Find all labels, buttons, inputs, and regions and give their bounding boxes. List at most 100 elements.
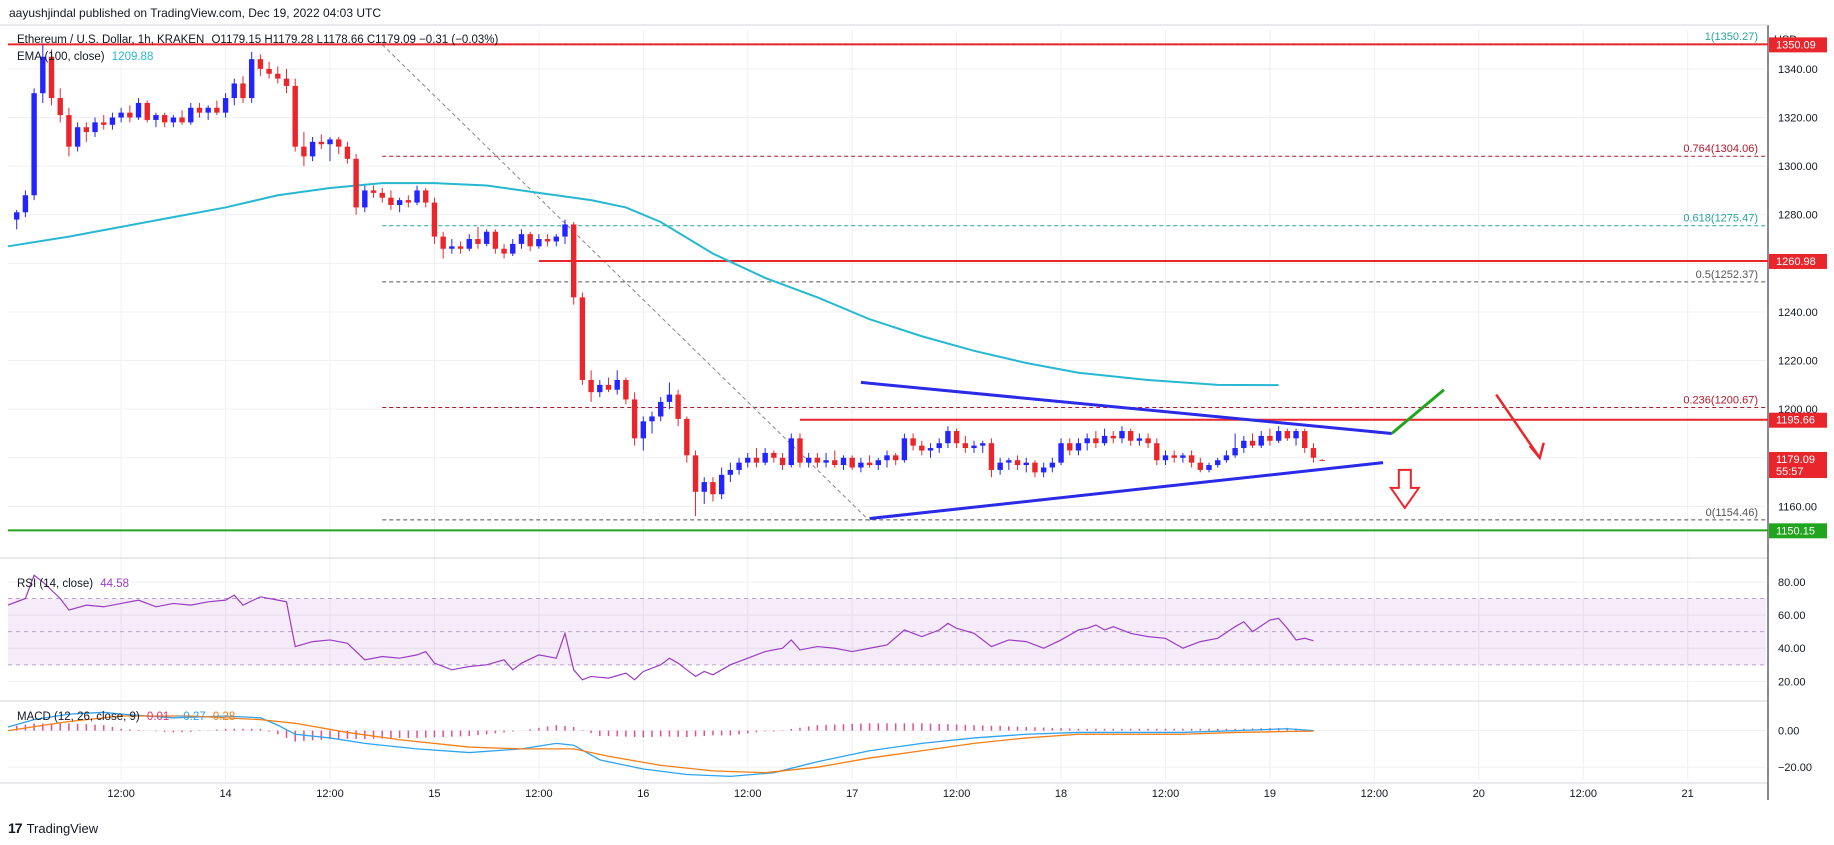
candle-body xyxy=(353,158,359,208)
candle-body xyxy=(893,455,899,461)
candle-body xyxy=(1040,467,1047,473)
candle-body xyxy=(1275,431,1282,441)
rsi-tick-label: 40.00 xyxy=(1778,643,1806,655)
rsi-tick-label: 60.00 xyxy=(1778,610,1806,622)
tradingview-logo-icon: 17 xyxy=(8,820,23,836)
candle-body xyxy=(1293,431,1299,439)
candle-body xyxy=(597,384,603,393)
candle-body xyxy=(736,462,742,470)
candle-body xyxy=(997,462,1003,470)
candle-body xyxy=(753,457,760,463)
macd-label: MACD (12, 26, close, 9) xyxy=(17,711,140,723)
candle-body xyxy=(1180,455,1186,458)
fib-level-label: 0(1154.46) xyxy=(1706,507,1758,519)
candle-body xyxy=(536,239,542,247)
candle-body xyxy=(788,438,794,466)
candle-body xyxy=(927,448,934,451)
red-down-arrowhead xyxy=(1528,442,1545,461)
candle-body xyxy=(1206,465,1212,470)
candle-body xyxy=(1067,443,1073,451)
signal-value: −0.27 xyxy=(176,711,206,723)
main-legend: Ethereum / U.S. Dollar, 1h, KRAKEN O1179… xyxy=(17,34,498,46)
time-tick-label: 18 xyxy=(1055,788,1067,800)
candle-body xyxy=(570,224,577,298)
candle-body xyxy=(266,68,272,74)
candle-body xyxy=(1049,462,1056,468)
candle-body xyxy=(327,139,333,145)
footer-brand: TradingView xyxy=(26,820,99,836)
price-tick-label: 1220.00 xyxy=(1778,356,1818,368)
candle-body xyxy=(1215,460,1221,466)
candle-body xyxy=(1223,455,1230,461)
candle-body xyxy=(640,421,647,439)
fib-level-label: 0.618(1275.47) xyxy=(1683,213,1758,225)
candle-body xyxy=(1014,460,1021,466)
candle-body xyxy=(22,195,29,213)
candle-body xyxy=(109,117,116,125)
candle-body xyxy=(405,200,412,203)
time-tick-label: 19 xyxy=(1264,788,1276,800)
candle-body xyxy=(1162,455,1169,461)
price-label-box xyxy=(1769,253,1827,269)
candle-body xyxy=(544,239,551,242)
candle-body xyxy=(101,122,107,125)
price-tick-label: 1160.00 xyxy=(1778,501,1817,513)
candle-body xyxy=(431,202,438,237)
time-tick-label: 21 xyxy=(1682,788,1694,800)
candle-body xyxy=(1154,443,1160,461)
candle-body xyxy=(1101,435,1108,444)
rsi-value: 44.58 xyxy=(100,578,130,590)
candle-body xyxy=(649,416,655,422)
candle-body xyxy=(631,399,638,439)
candle-body xyxy=(292,85,298,147)
candle-body xyxy=(1006,460,1012,463)
candle-body xyxy=(466,239,472,249)
time-tick-label: 12:00 xyxy=(1152,788,1180,800)
candle-body xyxy=(675,394,681,419)
ema-label: EMA (100, close) xyxy=(17,51,105,63)
fib-level-label: 1(1350.27) xyxy=(1705,31,1758,43)
candle-body xyxy=(31,93,37,196)
triangle-trendline xyxy=(860,380,1392,435)
time-tick-label: 12:00 xyxy=(1569,788,1597,800)
candles xyxy=(14,44,1325,517)
candle-body xyxy=(1267,435,1273,441)
candle-body xyxy=(388,197,394,205)
price-label-text: 1260.98 xyxy=(1776,256,1816,268)
candle-body xyxy=(501,248,507,254)
candle-body xyxy=(823,460,829,463)
fib-diagonal xyxy=(381,44,870,522)
price-tick-label: 1240.00 xyxy=(1778,307,1818,319)
rsi-pane xyxy=(7,574,1766,681)
candle-body xyxy=(884,455,890,461)
candle-body xyxy=(666,394,673,402)
candle-body xyxy=(1258,435,1264,446)
rsi-label: RSI (14, close) xyxy=(17,578,94,590)
price-label-text: 1350.09 xyxy=(1776,39,1816,51)
signal-line xyxy=(7,715,1314,774)
candle-body xyxy=(188,107,194,123)
footer[interactable]: 17 TradingView xyxy=(8,820,98,836)
candle-body xyxy=(1032,462,1038,473)
candle-body xyxy=(1084,438,1090,444)
price-tick-label: 1280.00 xyxy=(1778,210,1818,222)
candle-body xyxy=(1058,443,1064,463)
macd-pane xyxy=(7,711,1315,777)
candle-body xyxy=(301,146,307,157)
candle-body xyxy=(379,192,385,198)
candle-body xyxy=(910,438,916,446)
candle-body xyxy=(231,83,237,99)
candle-body xyxy=(457,246,464,249)
candle-body xyxy=(309,141,316,157)
price-tick-label: 1320.00 xyxy=(1778,113,1818,125)
candle-body xyxy=(344,146,351,159)
candle-body xyxy=(1171,455,1177,458)
candle-body xyxy=(805,457,812,463)
time-tick-label: 20 xyxy=(1473,788,1485,800)
candle-body xyxy=(318,141,325,145)
candle-body xyxy=(988,443,995,470)
price-axis: USD1160.001180.001200.001220.001240.0012… xyxy=(1769,34,1827,774)
candle-body xyxy=(510,243,516,254)
candle-body xyxy=(562,224,568,237)
